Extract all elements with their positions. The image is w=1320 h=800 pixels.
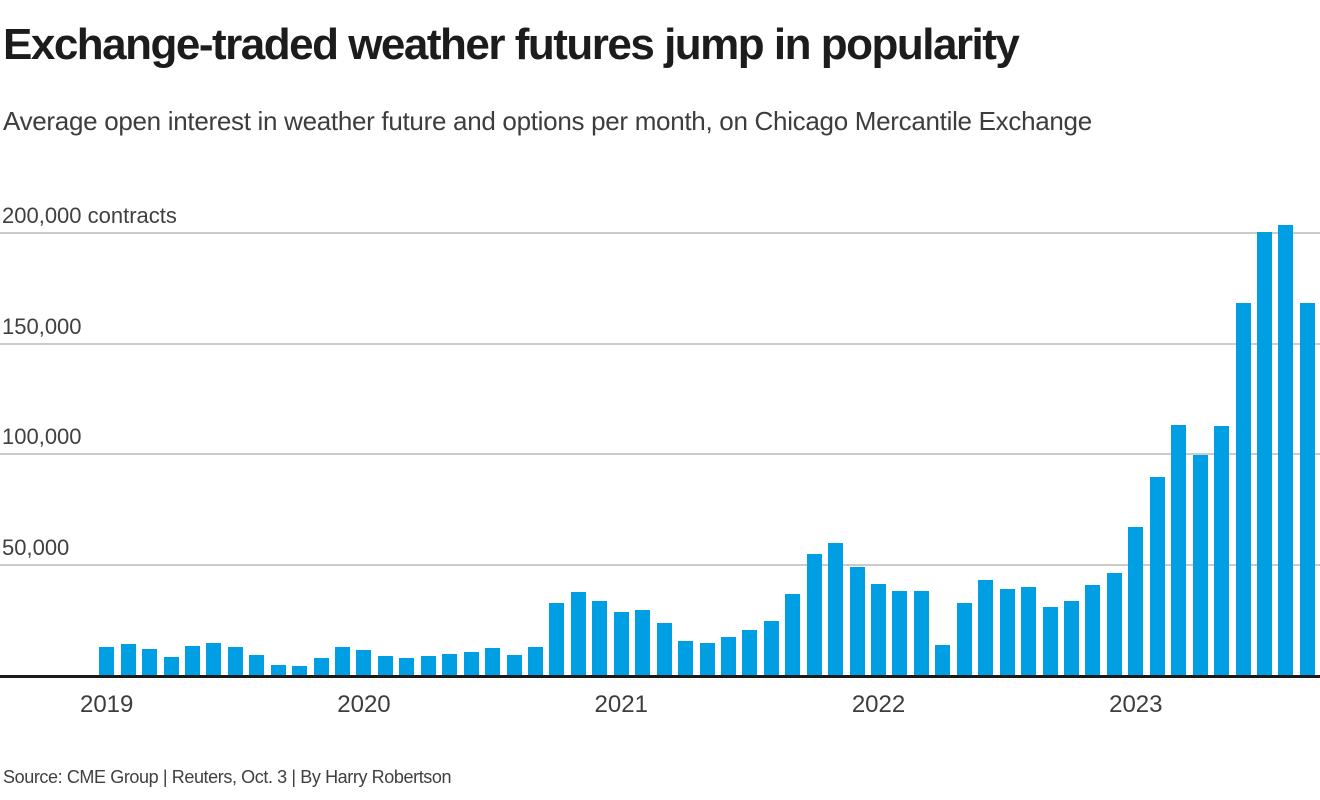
bar-2021-07: [742, 630, 758, 675]
bar-2020-12: [592, 600, 608, 675]
bar-2021-09: [785, 594, 801, 675]
bar-2021-03: [656, 622, 672, 675]
bar-2019-01: [99, 647, 115, 675]
x-axis-year-label-2020: 2020: [337, 691, 391, 718]
bar-2022-09: [1042, 606, 1058, 675]
gridline-150000: [0, 342, 1320, 345]
bar-2022-10: [1064, 600, 1079, 675]
bar-2019-06: [206, 642, 222, 675]
x-axis-year-label-2021: 2021: [594, 691, 648, 718]
bar-2020-06: [463, 651, 479, 675]
bar-2022-11: [1085, 585, 1101, 675]
y-axis-label-200000: 200,000 contracts: [2, 202, 177, 228]
bar-2021-04: [678, 641, 694, 675]
bar-2019-08: [249, 655, 265, 675]
bar-2023-04: [1192, 454, 1208, 675]
bar-2020-03: [399, 657, 415, 675]
bar-2020-02: [377, 656, 393, 675]
bar-2020-05: [442, 653, 458, 675]
gridline-50000: [0, 564, 1320, 567]
chart-title: Exchange-traded weather futures jump in …: [3, 20, 1020, 69]
bar-2023-06: [1235, 303, 1251, 675]
bar-2019-07: [227, 647, 243, 675]
bar-2020-07: [485, 648, 501, 675]
bar-2023-03: [1171, 424, 1187, 675]
bar-2019-11: [313, 657, 329, 675]
x-axis-year-label-2019: 2019: [79, 691, 134, 718]
gridline-100000: [0, 453, 1320, 456]
bar-2020-01: [356, 650, 372, 675]
bar-2019-05: [184, 645, 200, 675]
bar-2022-02: [892, 591, 908, 675]
gridline-200000: [0, 231, 1320, 234]
bar-2019-09: [270, 665, 286, 675]
bar-2021-12: [849, 566, 865, 675]
x-axis-baseline: [0, 675, 1320, 678]
bar-2019-04: [163, 656, 179, 675]
bar-2022-07: [999, 589, 1015, 675]
bar-2020-10: [549, 602, 565, 675]
bar-2022-05: [956, 603, 972, 675]
bar-2019-10: [292, 665, 308, 675]
bar-2020-04: [420, 655, 436, 675]
bar-2022-06: [978, 580, 994, 675]
bar-2023-09: [1299, 303, 1315, 675]
bar-2021-02: [635, 609, 651, 675]
y-axis-label-150000: 150,000: [2, 313, 82, 339]
bar-2023-02: [1149, 476, 1165, 675]
bar-2020-11: [570, 591, 586, 675]
bar-2021-10: [806, 553, 822, 675]
bar-2023-07: [1256, 232, 1272, 675]
y-axis-label-100000: 100,000: [2, 424, 82, 450]
x-axis-year-label-2022: 2022: [851, 691, 906, 718]
bar-2022-01: [871, 583, 887, 675]
bar-2022-03: [913, 590, 929, 675]
bar-2019-03: [142, 649, 158, 675]
y-axis-label-50000: 50,000: [2, 535, 70, 561]
bar-2021-01: [613, 612, 629, 675]
bar-2022-12: [1106, 572, 1122, 675]
bar-2020-09: [528, 647, 543, 675]
bar-2023-01: [1128, 527, 1144, 675]
bar-2021-06: [720, 637, 736, 675]
chart-subtitle: Average open interest in weather future …: [3, 106, 1092, 136]
bar-2019-02: [120, 644, 136, 675]
bar-2020-08: [506, 654, 522, 675]
bar-2021-11: [828, 543, 844, 675]
x-axis-year-label-2023: 2023: [1109, 691, 1163, 718]
bar-2023-05: [1214, 425, 1230, 675]
bar-2021-08: [763, 621, 779, 675]
bar-2019-12: [335, 647, 351, 675]
bar-2023-08: [1278, 225, 1294, 675]
source-line: Source: CME Group | Reuters, Oct. 3 | By…: [3, 767, 452, 787]
bar-2021-05: [699, 643, 715, 675]
bar-2022-08: [1021, 587, 1037, 675]
bar-2022-04: [935, 644, 951, 675]
